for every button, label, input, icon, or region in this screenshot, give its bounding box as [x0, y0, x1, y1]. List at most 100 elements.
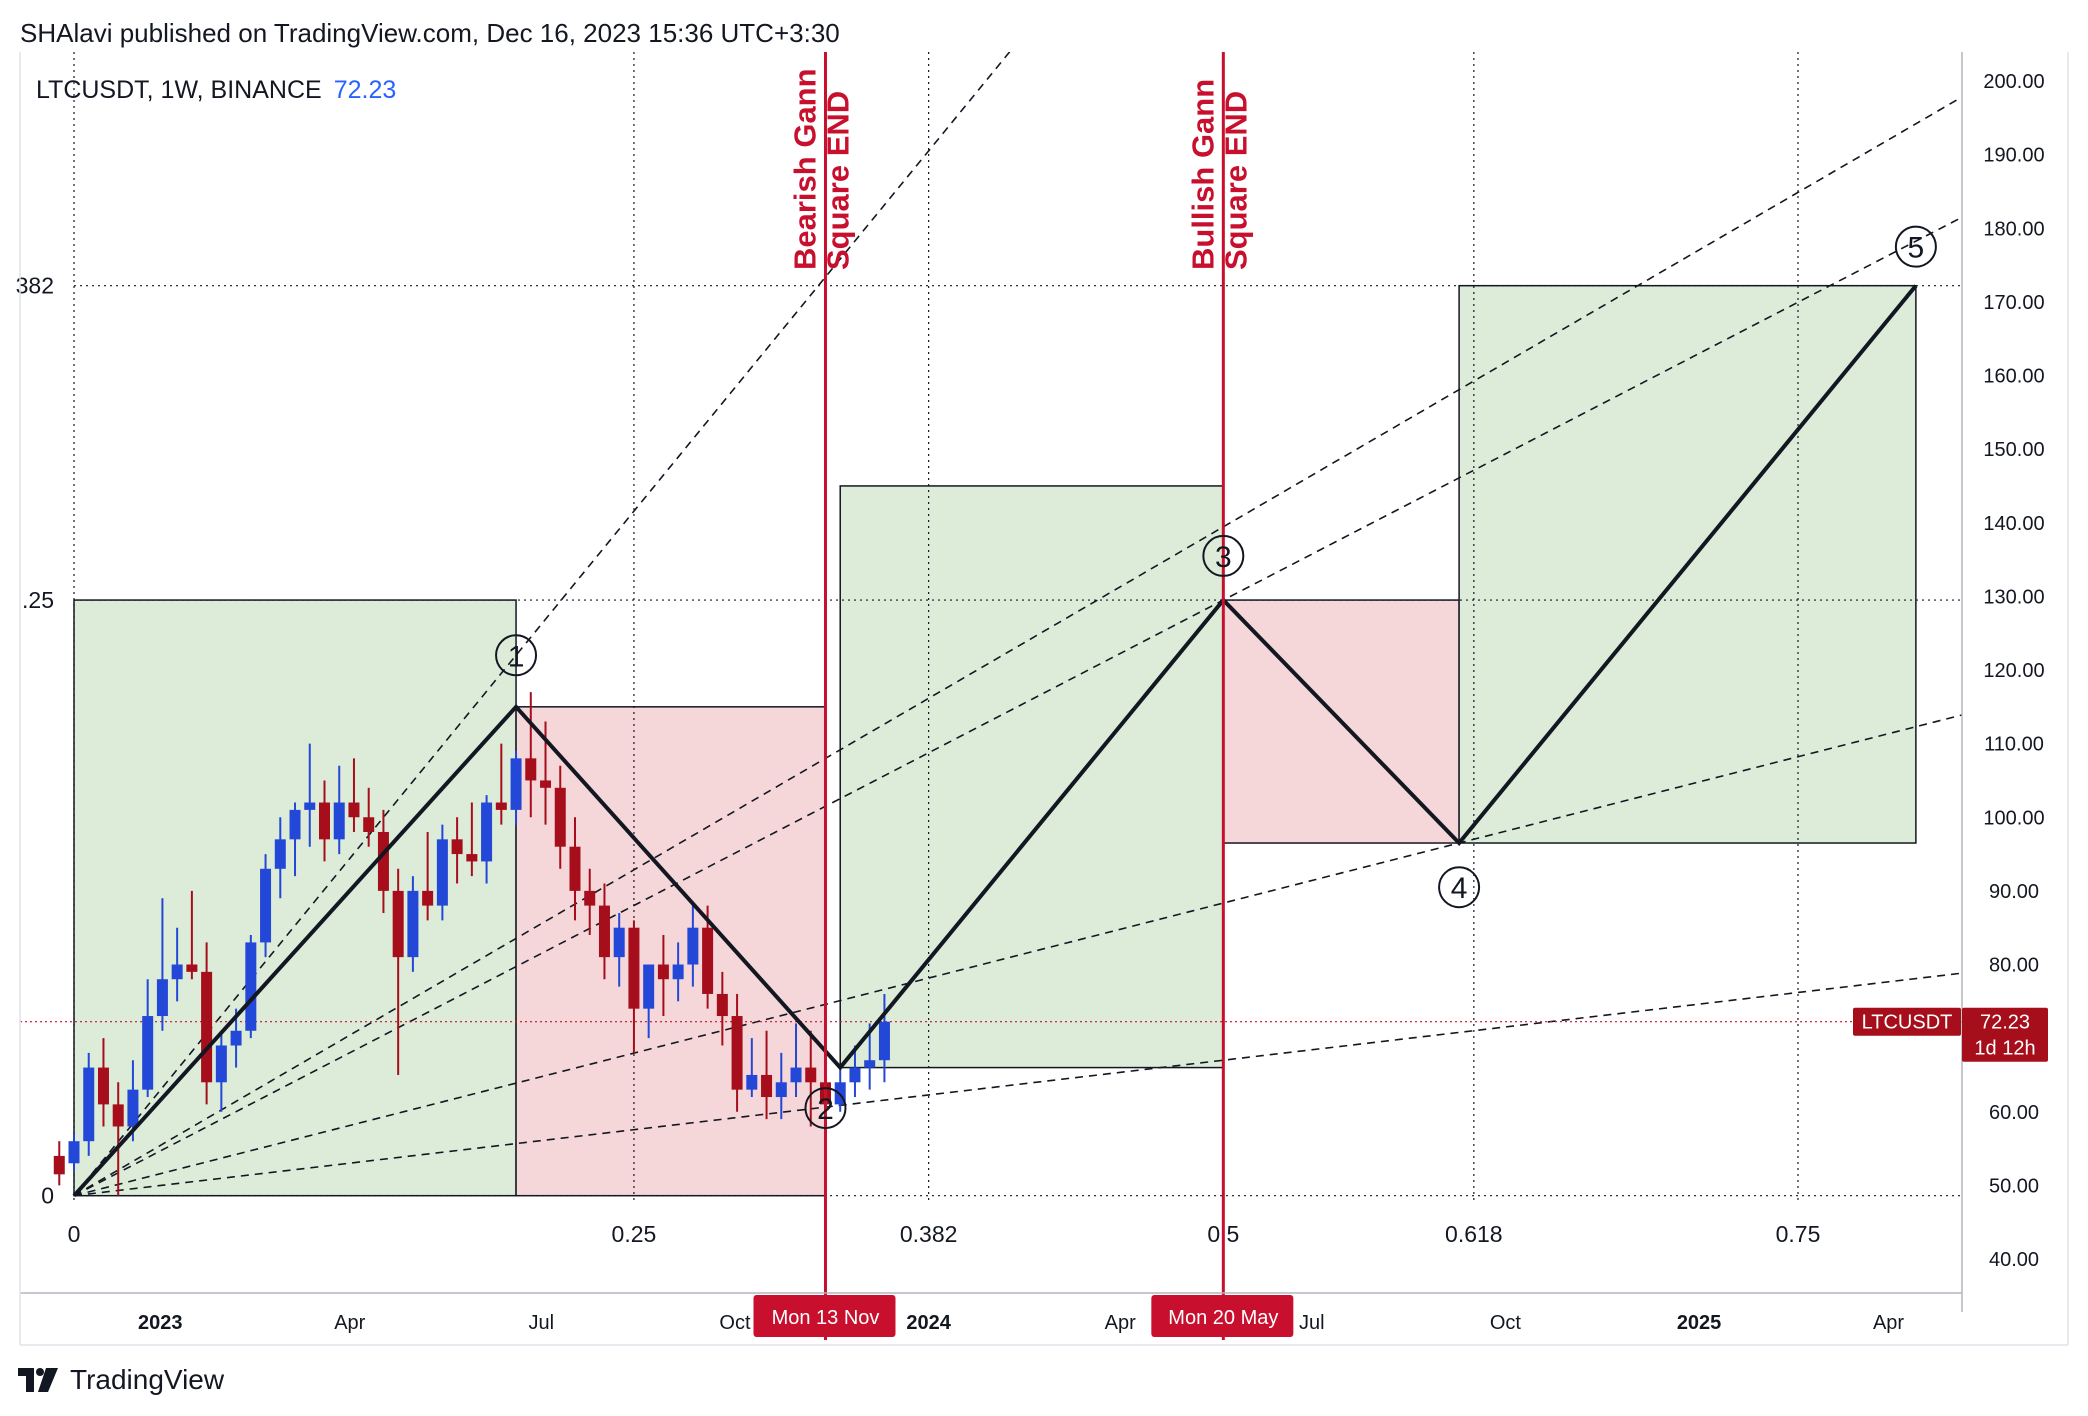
candle-body-49: [775, 1082, 787, 1098]
candle-body-1: [68, 1141, 80, 1164]
price-tick-6: 140.00: [1983, 513, 2044, 535]
candle-body-15: [274, 839, 286, 869]
last-price-countdown: 1d 12h: [1974, 1038, 2035, 1060]
marker-title-2-2: Square END: [1218, 91, 1253, 270]
time-tick-2: Jul: [529, 1312, 555, 1334]
time-tick-9: Apr: [1873, 1312, 1904, 1334]
symbol-badge: [1853, 1007, 1961, 1036]
candle-body-10: [201, 971, 213, 1083]
candle-body-8: [171, 964, 183, 980]
gann-time-label-5: 0.75: [1776, 1221, 1821, 1247]
candle-body-14: [260, 868, 272, 943]
tradingview-logo[interactable]: TradingView: [18, 1364, 224, 1396]
candle-body-24: [407, 890, 419, 958]
gann-time-label-2: 0.382: [900, 1221, 958, 1247]
candle-body-17: [304, 802, 316, 810]
wave-circle-5: [1894, 225, 1937, 268]
brand-name: TradingView: [70, 1364, 225, 1395]
candle-body-7: [156, 979, 168, 1017]
candle-body-29: [481, 802, 493, 862]
last-price-value: 72.23: [1980, 1012, 2030, 1034]
time-tick-4: 2024: [906, 1312, 951, 1334]
wave-label-3: 3: [1215, 541, 1232, 574]
candle-body-33: [540, 780, 552, 788]
gann-box-green-1: [73, 599, 517, 1197]
candle-body-51: [805, 1067, 817, 1083]
price-tick-10: 100.00: [1983, 807, 2044, 829]
price-tick-3: 170.00: [1983, 292, 2044, 314]
candle-body-27: [451, 839, 463, 855]
candle-body-31: [510, 758, 522, 810]
candle-body-0: [53, 1155, 65, 1175]
marker-date-badge-2: [1151, 1295, 1294, 1337]
candle-body-18: [318, 802, 330, 840]
price-tick-11: 90.00: [1989, 881, 2039, 903]
marker-date-label-1: Mon 13 Nov: [772, 1307, 880, 1329]
candle-body-30: [495, 802, 507, 810]
gann-time-label-4: 0.618: [1445, 1221, 1503, 1247]
candle-body-54: [849, 1067, 861, 1083]
wave-label-4: 4: [1451, 872, 1468, 905]
price-tick-0: 200.00: [1983, 71, 2044, 93]
candle-body-19: [333, 802, 345, 840]
candle-body-34: [554, 787, 566, 847]
candle-body-28: [466, 854, 478, 862]
gann-time-label-0: 0: [68, 1221, 81, 1247]
candle-body-50: [790, 1067, 802, 1083]
candle-body-35: [569, 846, 581, 891]
candle-body-38: [613, 927, 625, 958]
wave-label-1: 1: [508, 640, 525, 673]
price-tick-5: 150.00: [1983, 439, 2044, 461]
candle-body-2: [83, 1067, 95, 1142]
wave-circle-4: [1438, 866, 1481, 909]
marker-date-label-2: Mon 20 May: [1168, 1307, 1278, 1329]
time-tick-6: Jul: [1299, 1312, 1325, 1334]
last-price-badge: [1962, 1007, 2048, 1062]
marker-title-1-2: Square END: [820, 91, 855, 270]
price-tick-9: 110.00: [1984, 734, 2044, 756]
symbol-badge-label: LTCUSDT: [1862, 1012, 1953, 1034]
candle-body-40: [643, 964, 655, 1009]
price-tick-12: 80.00: [1989, 955, 2039, 977]
gann-price-label-2: 382: [16, 273, 54, 299]
candle-body-3: [97, 1067, 109, 1105]
legend-last-price: 72.23: [333, 76, 397, 104]
candle-body-21: [363, 817, 375, 832]
candle-body-22: [377, 831, 389, 891]
elliott-wave-path: [72, 284, 1918, 1198]
price-tick-8: 120.00: [1983, 660, 2044, 682]
candle-body-48: [761, 1074, 773, 1098]
price-tick-14: 60.00: [1989, 1102, 2039, 1124]
candle-body-47: [746, 1074, 758, 1090]
candle-body-32: [525, 758, 537, 781]
price-tick-7: 130.00: [1983, 586, 2044, 608]
candle-body-55: [864, 1060, 876, 1068]
time-tick-5: Apr: [1105, 1312, 1136, 1334]
candle-body-25: [422, 890, 434, 906]
candle-body-16: [289, 809, 301, 840]
candle-body-43: [687, 927, 699, 965]
candle-body-6: [142, 1016, 154, 1090]
price-tick-1: 190.00: [1983, 145, 2044, 167]
price-tick-2: 180.00: [1983, 218, 2044, 240]
candle-body-39: [628, 927, 640, 1009]
candle-body-26: [436, 839, 448, 906]
wave-label-2: 2: [817, 1093, 834, 1126]
time-tick-1: Apr: [334, 1312, 365, 1334]
candle-body-4: [112, 1104, 124, 1127]
gann-box-green-3: [839, 485, 1225, 1069]
time-tick-7: Oct: [1490, 1312, 1522, 1334]
marker-title-1-1: Bearish Gann: [787, 68, 822, 270]
candle-body-9: [186, 964, 198, 972]
candle-body-56: [878, 1021, 890, 1061]
candle-body-23: [392, 890, 404, 958]
price-tick-16: 40.00: [1989, 1249, 2039, 1271]
time-tick-3: Oct: [719, 1312, 751, 1334]
gann-price-label-0: 0: [41, 1183, 54, 1209]
candle-body-41: [657, 964, 669, 980]
symbol-legend[interactable]: LTCUSDT, 1W, BINANCE 72.23: [36, 76, 396, 105]
time-tick-0: 2023: [138, 1312, 183, 1334]
candle-body-5: [127, 1089, 139, 1127]
symbol-info: LTCUSDT, 1W, BINANCE: [36, 76, 322, 104]
